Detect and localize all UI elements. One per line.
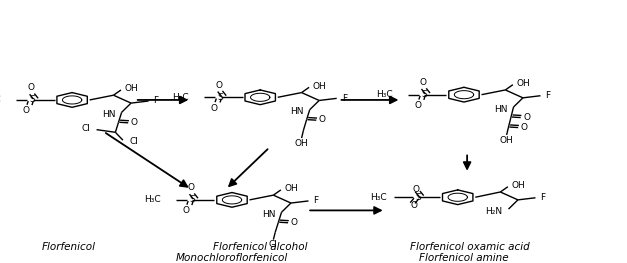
Text: Monochloroflorfenicol: Monochloroflorfenicol — [176, 253, 288, 263]
Text: Florfenicol oxamic acid: Florfenicol oxamic acid — [411, 242, 530, 252]
Text: HN: HN — [493, 105, 507, 114]
Text: HN: HN — [102, 110, 115, 119]
Text: OH: OH — [295, 139, 308, 148]
Text: H₃C: H₃C — [172, 93, 189, 102]
Text: O: O — [211, 104, 218, 113]
Text: OH: OH — [313, 82, 327, 90]
Text: S: S — [189, 195, 196, 204]
Text: O: O — [215, 81, 223, 90]
Text: O: O — [319, 115, 326, 124]
Text: O: O — [182, 206, 190, 215]
Text: F: F — [545, 91, 551, 100]
Text: H₃C: H₃C — [144, 195, 161, 204]
Text: OH: OH — [517, 79, 530, 88]
Text: OH: OH — [512, 181, 525, 190]
Text: H₂N: H₂N — [485, 207, 502, 216]
Text: O: O — [130, 118, 138, 127]
Text: F: F — [342, 94, 347, 103]
Text: S: S — [421, 90, 428, 99]
Text: Florfenicol amine: Florfenicol amine — [419, 253, 508, 263]
Text: Florfenicol: Florfenicol — [42, 242, 96, 252]
Text: HN: HN — [290, 107, 303, 116]
Text: S: S — [29, 95, 36, 104]
Text: F: F — [154, 97, 159, 105]
Text: F: F — [314, 196, 319, 205]
Text: O: O — [414, 101, 422, 110]
Text: O: O — [187, 183, 194, 192]
Text: Cl: Cl — [82, 124, 90, 133]
Text: O: O — [413, 185, 420, 194]
Text: H₃C: H₃C — [376, 90, 393, 99]
Text: O: O — [520, 123, 528, 132]
Text: O: O — [290, 218, 298, 227]
Text: Cl: Cl — [129, 137, 138, 146]
Text: H₃C: H₃C — [0, 95, 1, 104]
Text: O: O — [419, 78, 426, 87]
Text: H₃C: H₃C — [370, 193, 387, 202]
Text: O: O — [23, 107, 30, 115]
Text: OH: OH — [500, 136, 514, 145]
Text: O: O — [27, 83, 34, 92]
Text: S: S — [218, 93, 224, 102]
Text: Florfenicol alcohol: Florfenicol alcohol — [213, 242, 307, 252]
Text: O: O — [523, 113, 530, 122]
Text: F: F — [540, 193, 545, 202]
Text: S: S — [415, 193, 421, 202]
Text: OH: OH — [125, 84, 139, 93]
Text: HN: HN — [261, 210, 275, 219]
Text: O: O — [410, 201, 418, 210]
Text: OH: OH — [285, 184, 298, 193]
Text: Cl: Cl — [269, 240, 278, 249]
